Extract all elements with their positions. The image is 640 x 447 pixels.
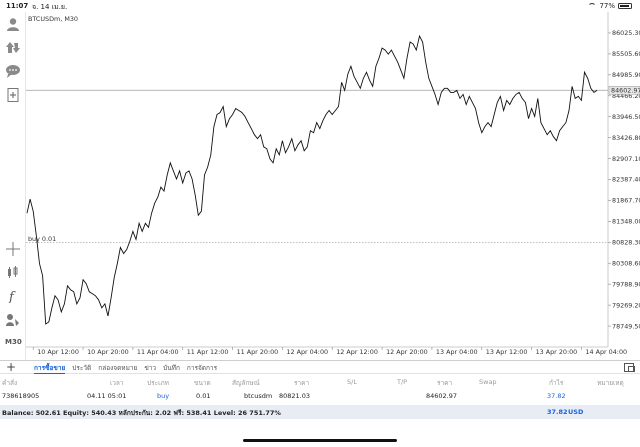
total-profit: 37.82 xyxy=(547,408,568,416)
price-axis: 86025.30 85505.60 84985.90 84466.20 83946.50… xyxy=(608,29,640,330)
chart-canvas[interactable]: BTCUSDm, M30 86025.30 85505.60 84985.90 844… xyxy=(26,12,640,360)
time-tick-label: 13 Apr 20:00 xyxy=(536,348,578,356)
col-price: ราคา xyxy=(294,379,310,387)
current-price-line: 84602.97 xyxy=(26,85,640,95)
layout-icon[interactable] xyxy=(624,363,635,372)
time-tick-label: 11 Apr 20:00 xyxy=(237,348,279,356)
terminal-tabs: การซื้อขาย ประวัติ กล่องจดหมาย ข่าว บันท… xyxy=(34,363,217,374)
symbol-label: BTCUSDm, M30 xyxy=(28,15,78,23)
price-tick-label: 78749.50 xyxy=(612,322,640,330)
tab-mailbox[interactable]: กล่องจดหมาย xyxy=(98,364,138,372)
price-tick-label: 85505.60 xyxy=(612,50,640,58)
col-profit: กำไร xyxy=(549,379,564,387)
col-comment: หมายเหตุ xyxy=(597,379,624,387)
timeframe-button[interactable]: M30 xyxy=(5,338,22,346)
new-order-icon[interactable] xyxy=(5,88,21,102)
objects-icon[interactable] xyxy=(5,313,21,327)
tab-trade[interactable]: การซื้อขาย xyxy=(34,364,66,374)
price-tick-label: 79269.20 xyxy=(612,301,640,309)
cell-current-price: 84602.97 xyxy=(426,392,458,400)
price-series-line xyxy=(26,34,598,325)
status-bar: 11:07 จ. 14 เม.ย. 77% xyxy=(0,0,640,12)
col-tp: T/P xyxy=(397,378,408,386)
battery-percent: 77% xyxy=(599,2,615,10)
terminal-tab-bar: + การซื้อขาย ประวัติ กล่องจดหมาย ข่าว บั… xyxy=(0,360,640,374)
col-symbol: สัญลักษณ์ xyxy=(232,379,260,387)
home-indicator[interactable] xyxy=(243,439,397,442)
time-axis: 10 Apr 12:00 10 Apr 20:00 11 Apr 04:00 11 A… xyxy=(32,347,627,356)
trade-arrows-icon[interactable] xyxy=(5,40,21,54)
time-tick-label: 14 Apr 04:00 xyxy=(585,348,627,356)
col-current-price: ราคา xyxy=(437,379,453,387)
balance-bar: Balance: 502.61 Equity: 540.43 หลักประกั… xyxy=(0,405,640,419)
price-tick-label: 80828.30 xyxy=(612,239,640,247)
cell-type: buy xyxy=(157,392,170,400)
cell-symbol: btcusdm xyxy=(244,392,273,400)
price-tick-label: 81348.00 xyxy=(612,218,640,226)
position-line[interactable]: buy 0.01 xyxy=(26,235,608,243)
cell-price: 80821.03 xyxy=(279,392,311,400)
time-tick-label: 10 Apr 20:00 xyxy=(87,348,129,356)
status-time: 11:07 xyxy=(6,2,29,10)
price-chart[interactable]: BTCUSDm, M30 86025.30 85505.60 84985.90 844… xyxy=(26,12,640,360)
function-icon[interactable]: f xyxy=(5,289,21,303)
status-indicators: 77% xyxy=(588,2,632,10)
price-tick-label: 80308.60 xyxy=(612,259,640,267)
time-tick-label: 13 Apr 04:00 xyxy=(436,348,478,356)
col-sl: S/L xyxy=(347,378,357,386)
crosshair-icon[interactable] xyxy=(5,242,21,256)
price-tick-label: 82907.10 xyxy=(612,155,640,163)
col-volume: ขนาด xyxy=(194,379,211,387)
tab-management[interactable]: การจัดการ xyxy=(186,364,218,372)
table-row[interactable]: 738618905 04.11 05:01 buy 0.01 btcusdm 8… xyxy=(0,389,640,403)
col-order: คำสั่ง xyxy=(2,379,18,387)
price-tick-label: 81867.70 xyxy=(612,197,640,205)
time-tick-label: 10 Apr 12:00 xyxy=(37,348,79,356)
cell-volume: 0.01 xyxy=(196,392,211,400)
plot-background xyxy=(26,12,608,347)
trade-table: คำสั่ง เวลา ประเภท ขนาด สัญลักษณ์ ราคา S… xyxy=(0,375,640,403)
balance-summary: Balance: 502.61 Equity: 540.43 หลักประกั… xyxy=(2,409,281,417)
tab-journal[interactable]: บันทึก xyxy=(163,364,180,372)
user-icon[interactable] xyxy=(5,17,21,31)
add-icon[interactable]: + xyxy=(6,360,17,374)
currency-label: USD xyxy=(568,408,584,416)
time-tick-label: 12 Apr 12:00 xyxy=(336,348,378,356)
col-swap: Swap xyxy=(479,378,497,386)
time-tick-label: 12 Apr 04:00 xyxy=(286,348,328,356)
price-tick-label: 83426.80 xyxy=(612,134,640,142)
time-tick-label: 11 Apr 04:00 xyxy=(137,348,179,356)
price-tick-label: 84466.20 xyxy=(612,92,640,100)
tab-news[interactable]: ข่าว xyxy=(144,364,157,372)
price-tick-label: 84985.90 xyxy=(612,71,640,79)
table-header: คำสั่ง เวลา ประเภท ขนาด สัญลักษณ์ ราคา S… xyxy=(0,375,640,389)
svg-text:f: f xyxy=(8,290,16,303)
col-type: ประเภท xyxy=(147,379,169,387)
cell-profit: 37.82 xyxy=(547,392,566,400)
time-tick-label: 13 Apr 12:00 xyxy=(486,348,528,356)
price-tick-label: 79788.90 xyxy=(612,280,640,288)
cell-time: 04.11 05:01 xyxy=(87,392,127,400)
current-price-tag-label: 84602.97 xyxy=(611,87,640,95)
tab-history[interactable]: ประวัติ xyxy=(72,364,92,372)
price-tick-label: 83946.50 xyxy=(612,113,640,121)
status-date: จ. 14 เม.ย. xyxy=(32,3,68,11)
battery-icon xyxy=(618,3,632,9)
time-tick-label: 11 Apr 12:00 xyxy=(187,348,229,356)
buy-position-label: buy 0.01 xyxy=(28,235,56,243)
wifi-icon xyxy=(588,3,597,9)
left-toolbar: f M30 xyxy=(0,12,26,360)
indicators-icon[interactable] xyxy=(5,265,21,279)
cell-order: 738618905 xyxy=(2,392,40,400)
price-tick-label: 86025.30 xyxy=(612,29,640,37)
price-tick-label: 82387.40 xyxy=(612,176,640,184)
time-tick-label: 12 Apr 20:00 xyxy=(386,348,428,356)
chat-icon[interactable] xyxy=(5,64,21,78)
current-price-tag xyxy=(608,85,640,95)
col-time: เวลา xyxy=(110,379,124,387)
